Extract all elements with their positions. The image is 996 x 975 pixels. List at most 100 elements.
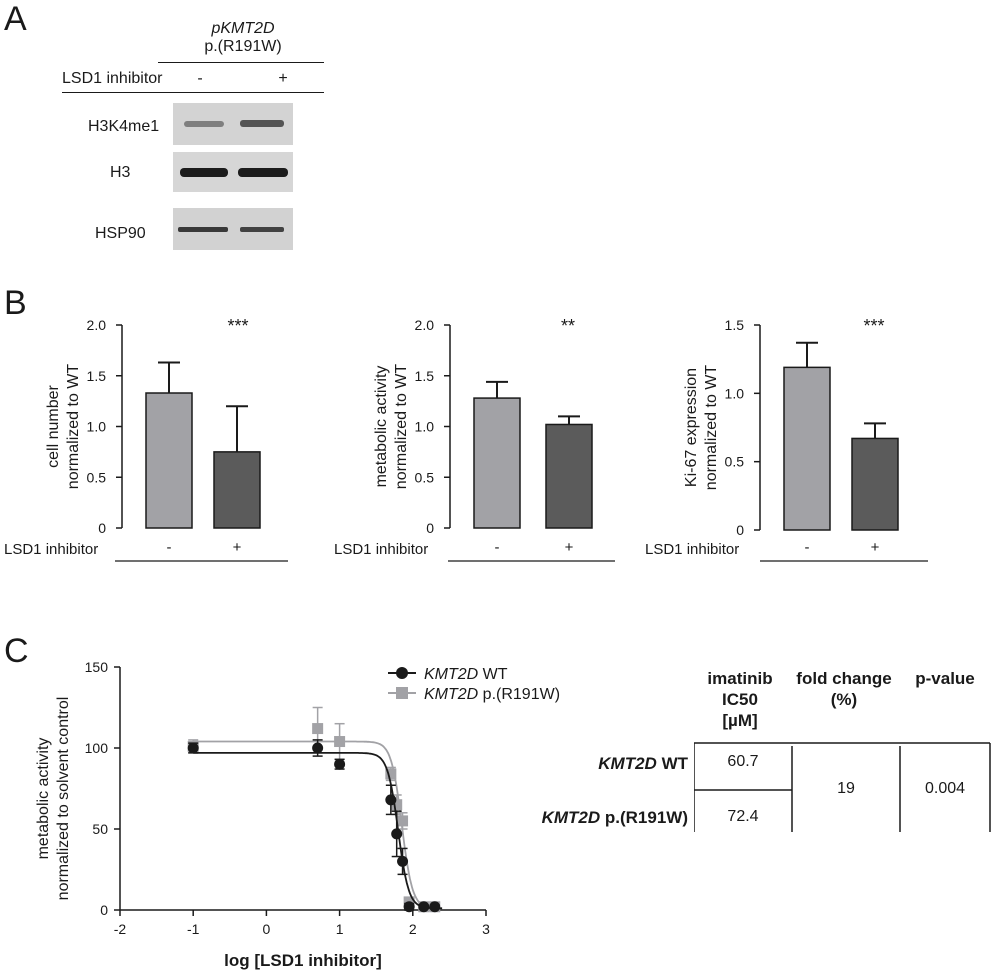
data-point (429, 901, 441, 913)
x-tick-label: 0 (263, 921, 271, 937)
band-hsp90-minus (178, 227, 228, 232)
bar (145, 392, 193, 529)
x-axis-label: log [LSD1 inhibitor] (224, 951, 382, 970)
lane-minus-label: - (197, 70, 203, 87)
significance-label: *** (863, 316, 884, 336)
y-tick-label: 0.5 (87, 469, 107, 485)
x-category-label: - (495, 539, 500, 556)
construct-underline (158, 62, 324, 63)
y-tick-label: 1.0 (725, 385, 745, 401)
x-tick-label: 3 (482, 921, 490, 937)
results-table-grid (694, 742, 991, 832)
x-tick-label: 1 (336, 921, 344, 937)
x-category-label: - (805, 539, 810, 556)
y-tick-label: 0 (426, 520, 434, 536)
y-axis-label-line2: normalized to solvent control (55, 697, 72, 901)
table-cell-fold-change: 19 (837, 780, 855, 797)
y-tick-label: 0.5 (725, 454, 745, 470)
data-point (397, 855, 409, 867)
western-blot-images (173, 103, 293, 250)
data-point (312, 723, 324, 735)
significance-label: *** (227, 316, 248, 336)
bar-chart-ki67-expression: 0 0.5 1.0 1.5 Ki-67 expression normalized to … (645, 316, 928, 562)
legend-marker (396, 687, 408, 699)
y-tick-label: 50 (92, 821, 108, 837)
dose-response-chart: -2 -1 0 1 2 3 0 50 100 150 log [LSD1 inhibitor] met… (35, 659, 560, 970)
panel-b-bar-charts: 0 0.5 1.0 1.5 2.0 cell number normalized to WT… (4, 316, 928, 562)
panel-b-letter: B (4, 284, 27, 322)
table-header-p-value: p-value (900, 668, 990, 689)
panel-a-letter: A (4, 0, 27, 38)
bar-chart-cell-number: 0 0.5 1.0 1.5 2.0 cell number normalized to WT… (4, 316, 288, 562)
fit-curve (193, 752, 443, 910)
y-axis-label-line1: metabolic activity (373, 366, 390, 488)
y-tick-label: 0 (736, 522, 744, 538)
treatment-underline (62, 92, 324, 93)
table-cell-p-value: 0.004 (924, 780, 966, 797)
data-point (391, 799, 403, 811)
blot-label-h3: H3 (110, 164, 131, 181)
bar (213, 451, 261, 529)
y-axis-label-line1: Ki-67 expression (683, 368, 700, 487)
x-tick-label: 2 (409, 921, 417, 937)
band-h3k4me1-minus (184, 121, 224, 127)
lane-plus-label: + (278, 70, 288, 87)
y-tick-label: 150 (85, 659, 109, 675)
x-category-label: + (871, 539, 880, 556)
data-point (391, 828, 403, 840)
band-hsp90-plus (240, 227, 284, 232)
table-row-label-wt: KMT2D WT (520, 754, 688, 774)
y-tick-label: 0.5 (415, 469, 435, 485)
data-point (385, 768, 397, 780)
data-point (334, 758, 346, 770)
blot-h3 (173, 152, 293, 192)
x-tick-label: -2 (114, 921, 127, 937)
table-header-ic50-line1: imatinib (707, 669, 773, 688)
blot-label-h3k4me1: H3K4me1 (88, 118, 160, 135)
legend-marker (396, 667, 408, 679)
construct-name: pKMT2D (211, 20, 275, 37)
y-tick-label: 1.0 (415, 419, 435, 435)
row-wt-gene: KMT2D (598, 754, 657, 773)
band-h3-plus (238, 168, 288, 177)
y-tick-label: 0 (100, 902, 108, 918)
bar (473, 397, 521, 529)
row-r191w-gene: KMT2D (541, 808, 601, 827)
table-cell-ic50-wt: 60.7 (727, 753, 759, 770)
x-tick-label: -1 (187, 921, 200, 937)
y-axis-label-line1: cell number (45, 384, 62, 467)
y-tick-label: 2.0 (415, 317, 435, 333)
table-header-fold-change: fold change (%) (784, 668, 904, 710)
data-point (187, 742, 199, 754)
data-point (403, 901, 415, 913)
dose-response-plot: -2 -1 0 1 2 3 0 50 100 150 log [LSD1 inhibitor] met… (35, 659, 560, 970)
y-tick-label: 1.0 (87, 419, 107, 435)
x-category-label: + (233, 539, 242, 556)
y-tick-label: 0 (98, 520, 106, 536)
lsd1-inhibitor-label: LSD1 inhibitor (645, 541, 739, 558)
y-axis-label-line2: normalized to WT (703, 365, 720, 491)
legend-gene: KMT2D (424, 666, 479, 683)
panel-c-letter: C (4, 632, 29, 670)
table-cell-ic50-r191w: 72.4 (727, 808, 759, 825)
table-header-ic50-line3: [µM] (722, 711, 758, 730)
blot-h3k4me1 (173, 103, 293, 145)
data-point (312, 742, 324, 754)
y-axis-label-line2: normalized to WT (393, 364, 410, 490)
bar (851, 437, 899, 531)
data-point (418, 901, 430, 913)
lsd1-inhibitor-label: LSD1 inhibitor (62, 70, 163, 87)
x-category-label: + (565, 539, 574, 556)
legend-gene: KMT2D (424, 686, 479, 703)
lsd1-inhibitor-label: LSD1 inhibitor (334, 541, 428, 558)
y-tick-label: 2.0 (87, 317, 107, 333)
row-wt-variant: WT (656, 754, 688, 773)
data-point (334, 736, 346, 748)
data-point (385, 794, 397, 806)
bar-chart-metabolic-activity: 0 0.5 1.0 1.5 2.0 metabolic activity normalize… (334, 316, 615, 562)
y-tick-label: 1.5 (725, 317, 745, 333)
row-r191w-variant: p.(R191W) (600, 808, 688, 827)
blot-hsp90 (173, 208, 293, 250)
legend-variant: WT (478, 666, 508, 683)
table-row-label-r191w: KMT2D p.(R191W) (490, 808, 688, 828)
